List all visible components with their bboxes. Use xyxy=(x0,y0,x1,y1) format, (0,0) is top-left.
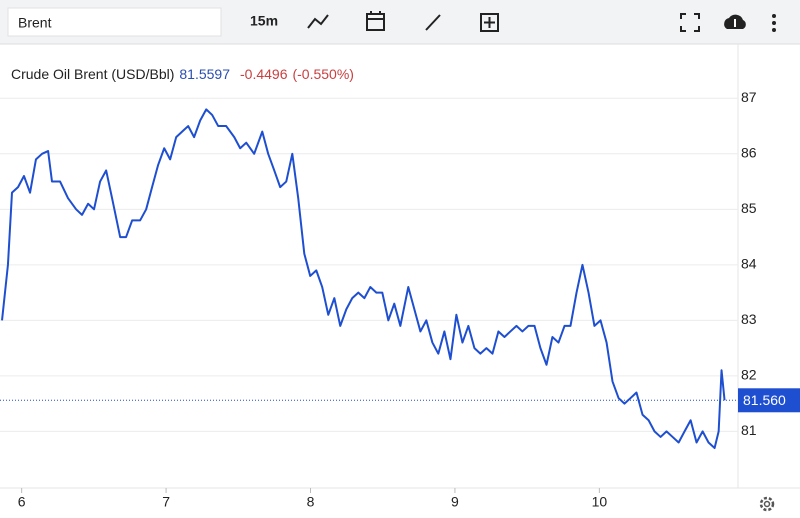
y-tick-label: 84 xyxy=(741,256,757,272)
y-tick-label: 82 xyxy=(741,367,757,383)
symbol-input[interactable] xyxy=(7,7,222,37)
y-tick-label: 83 xyxy=(741,311,757,327)
interval-button[interactable]: 15m xyxy=(250,13,278,29)
price-line xyxy=(1,108,726,450)
y-tick-label: 85 xyxy=(741,200,757,216)
add-icon[interactable] xyxy=(480,13,499,32)
settings-icon[interactable] xyxy=(759,496,775,512)
x-tick-label: 6 xyxy=(18,494,26,510)
last-price-label: 81.560 xyxy=(743,392,786,408)
title-text: Crude Oil Brent (USD/Bbl) xyxy=(11,66,174,82)
download-icon[interactable] xyxy=(724,14,746,29)
draw-icon[interactable] xyxy=(425,14,441,31)
change: -0.4496 xyxy=(240,66,288,82)
chart-title: Crude Oil Brent (USD/Bbl) 81.5597 -0.4496(… xyxy=(11,66,354,82)
last-quote: 81.5597 xyxy=(179,66,230,82)
last-price-box xyxy=(738,388,800,413)
y-tick-label: 81 xyxy=(741,422,757,438)
x-tick-label: 10 xyxy=(592,494,608,510)
x-tick-label: 8 xyxy=(307,494,315,510)
symbol-text: Brent xyxy=(18,15,52,31)
y-tick-label: 86 xyxy=(741,145,757,161)
change-pct: (-0.550%) xyxy=(292,66,353,82)
fullscreen-icon[interactable] xyxy=(680,13,700,32)
x-tick-label: 9 xyxy=(451,494,459,510)
x-tick-label: 7 xyxy=(162,494,170,510)
calendar-icon[interactable] xyxy=(366,11,385,31)
y-tick-label: 87 xyxy=(741,89,757,105)
chart-type-icon[interactable] xyxy=(307,14,329,29)
menu-icon[interactable] xyxy=(772,14,776,32)
